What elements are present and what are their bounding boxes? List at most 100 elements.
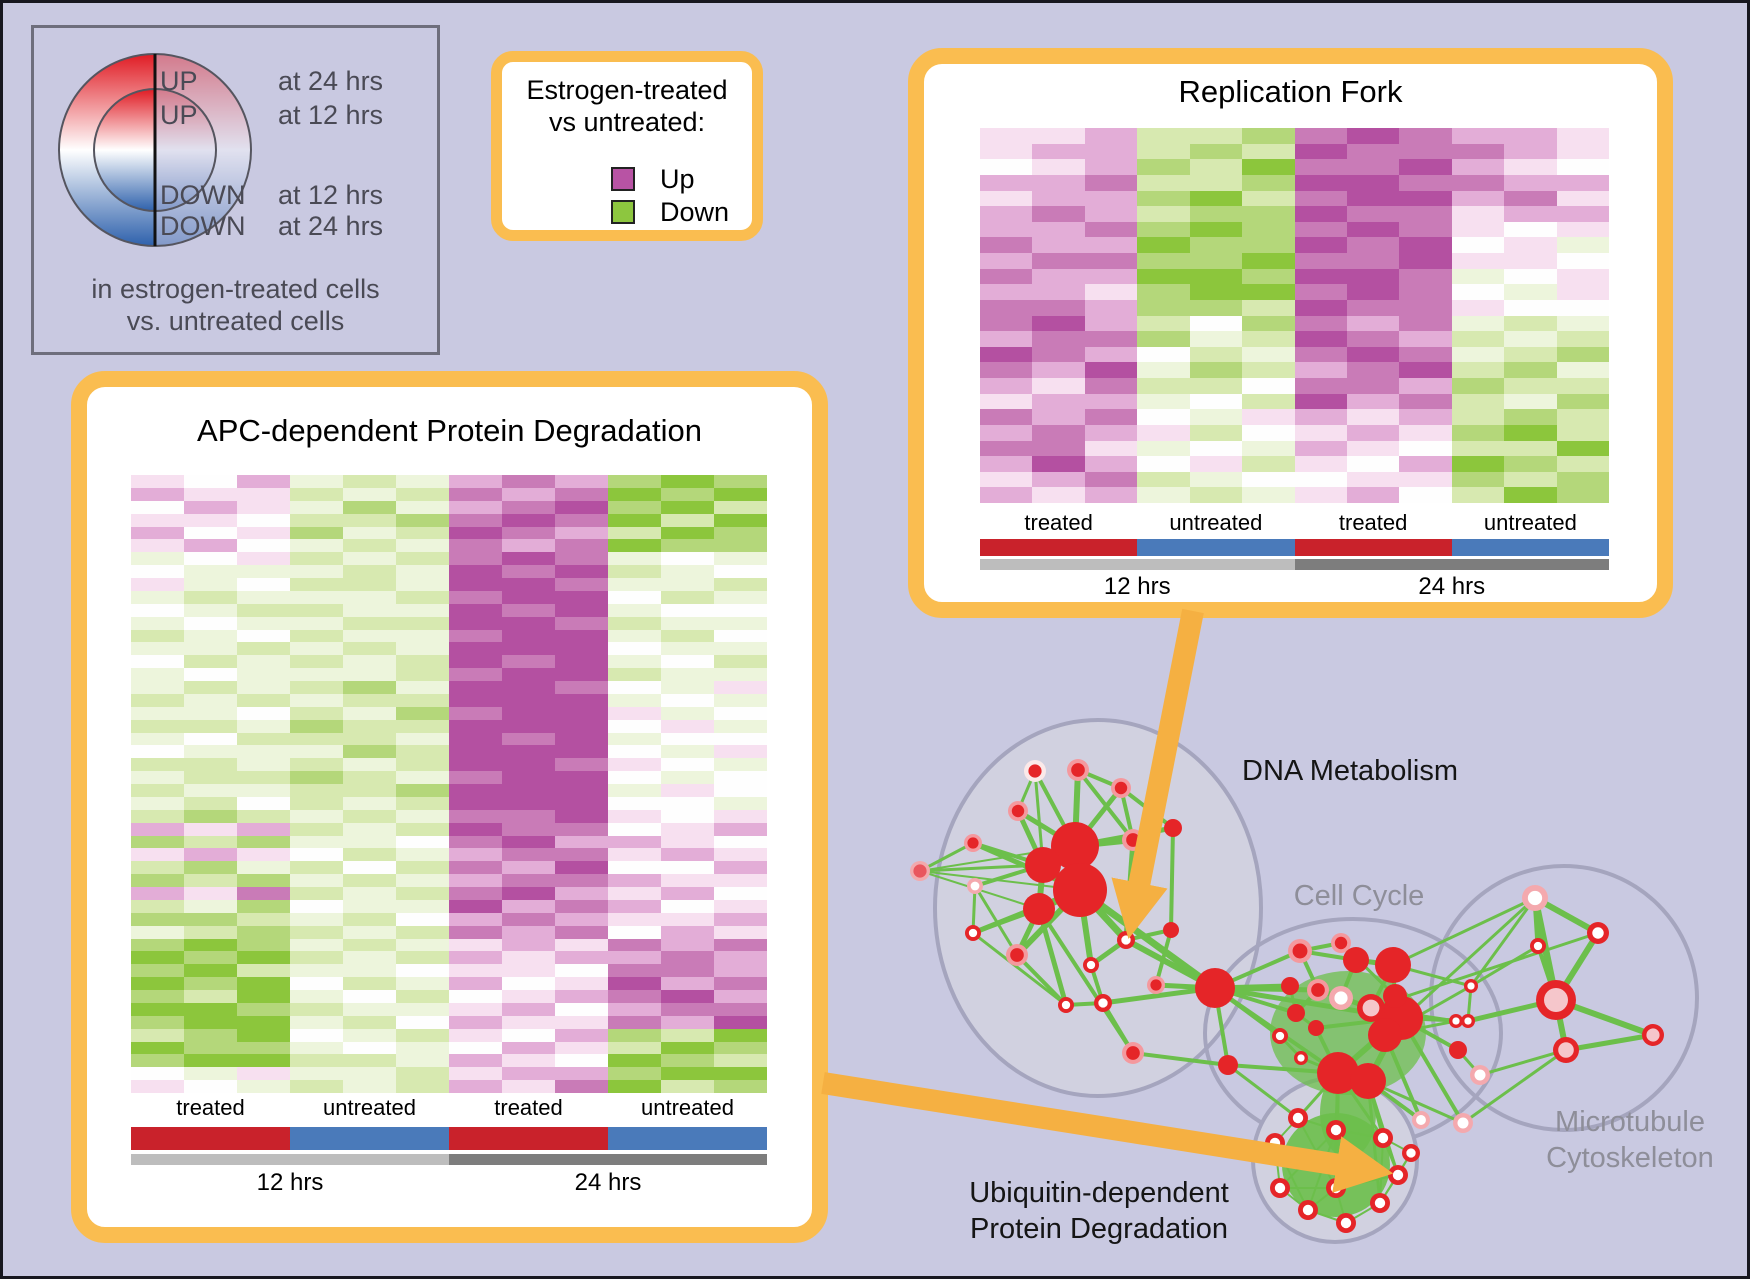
heatmap-cell <box>555 552 608 566</box>
network-node-core <box>1452 1017 1460 1025</box>
heatmap-cell <box>1346 284 1400 300</box>
heatmap-cell <box>980 456 1033 472</box>
heatmap-cell <box>396 874 449 887</box>
heatmap-cell <box>184 655 237 669</box>
heatmap-cell <box>1294 159 1347 175</box>
heatmap-cell <box>237 487 290 501</box>
heatmap-cell <box>1399 174 1452 191</box>
heatmap-cell <box>1137 221 1190 238</box>
network-edge <box>1400 1016 1459 1052</box>
heatmap-cell <box>131 1015 184 1029</box>
heatmap-cell <box>1084 128 1138 144</box>
heatmap-cell <box>1032 221 1085 238</box>
heatmap-cell <box>1032 143 1085 160</box>
heatmap-cell <box>1189 440 1243 457</box>
heatmap-cell <box>502 475 555 488</box>
heatmap-cell <box>396 835 449 849</box>
heatmap-cell <box>502 796 555 810</box>
heatmap-cell <box>714 513 767 527</box>
heatmap-cell <box>396 629 449 643</box>
heatmap-cell <box>1242 221 1295 238</box>
heatmap-cell <box>1451 424 1505 441</box>
heatmap-cell <box>237 964 290 978</box>
heatmap-cell <box>396 1015 449 1029</box>
heatmap-cell <box>290 861 343 875</box>
network-node <box>1265 1133 1285 1153</box>
heatmap-cell <box>290 1028 343 1042</box>
heatmap-cell <box>502 1015 555 1029</box>
network-node <box>1288 939 1312 963</box>
cluster-ellipse <box>1251 1076 1419 1244</box>
heatmap-cell <box>343 1041 396 1055</box>
network-node-core <box>1302 1204 1314 1216</box>
heatmap-cell <box>1556 299 1609 316</box>
heatmap-cell <box>131 487 184 501</box>
heatmap-cell <box>661 616 714 630</box>
apc-time-bars <box>131 1154 767 1165</box>
heatmap-cell <box>1294 190 1347 207</box>
network-edge <box>1072 769 1081 847</box>
network-edge <box>1307 1129 1337 1211</box>
heatmap-cell <box>714 681 767 694</box>
heatmap-cell <box>184 1054 237 1068</box>
heatmap-cell <box>343 732 396 746</box>
heatmap-cell <box>555 990 608 1003</box>
heatmap-cell <box>1242 299 1295 316</box>
heatmap-cell <box>1504 471 1557 488</box>
heatmap-cell <box>343 629 396 643</box>
heatmap-cell <box>396 513 449 527</box>
heatmap-cell <box>1137 299 1190 316</box>
heatmap-cell <box>396 771 449 784</box>
heatmap-cell <box>184 578 237 591</box>
network-node <box>967 878 983 894</box>
heatmap-cell <box>661 552 714 566</box>
heatmap-cell <box>1399 378 1452 394</box>
apc-heatmap <box>131 475 767 1093</box>
updown-title-line2: vs untreated: <box>548 107 706 137</box>
heatmap-cell <box>131 616 184 630</box>
ring-row-time: at 24 hrs <box>278 66 384 96</box>
network-node <box>1023 893 1055 925</box>
heatmap-cell <box>184 848 237 862</box>
network-node <box>1288 1108 1308 1128</box>
network-edge <box>1345 1202 1381 1224</box>
heatmap-cell <box>714 758 767 772</box>
heatmap-cell <box>1346 440 1400 457</box>
network-node <box>1388 1165 1408 1185</box>
network-node-core <box>1416 1115 1426 1125</box>
heatmap-cell <box>1084 315 1138 332</box>
heatmap-cell <box>1556 378 1609 394</box>
heatmap-cell <box>608 590 661 604</box>
heatmap-cell <box>1294 378 1347 394</box>
heatmap-cell <box>714 565 767 578</box>
heatmap-cell <box>1451 440 1505 457</box>
heatmap-cell <box>1504 487 1557 503</box>
heatmap-cell <box>184 796 237 810</box>
heatmap-cell <box>237 771 290 784</box>
heatmap-cell <box>343 874 396 887</box>
network-node <box>1461 1014 1475 1028</box>
network-edge <box>1365 1016 1404 1083</box>
heatmap-cell <box>1189 237 1243 253</box>
heatmap-cell <box>555 513 608 527</box>
time-label: 12 hrs <box>1103 573 1171 600</box>
heatmap-cell <box>131 539 184 553</box>
heatmap-cell <box>714 1067 767 1081</box>
heatmap-cell <box>1242 143 1295 160</box>
heatmap-cell <box>449 809 502 823</box>
heatmap-cell <box>661 565 714 578</box>
heatmap-cell <box>1032 424 1085 441</box>
heatmap-cell <box>608 822 661 836</box>
network-edge <box>1213 986 1340 1075</box>
heatmap-cell <box>1032 206 1085 222</box>
heatmap-cell <box>1294 393 1347 410</box>
network-node-core <box>1098 998 1108 1008</box>
heatmap-cell <box>714 1028 767 1042</box>
heatmap-cell <box>449 642 502 656</box>
heatmap-cell <box>608 655 661 669</box>
heatmap-cell <box>608 732 661 746</box>
group-color-bar <box>980 539 1138 556</box>
heatmap-cell <box>555 590 608 604</box>
heatmap-cell <box>555 487 608 501</box>
heatmap-cell <box>343 655 396 669</box>
